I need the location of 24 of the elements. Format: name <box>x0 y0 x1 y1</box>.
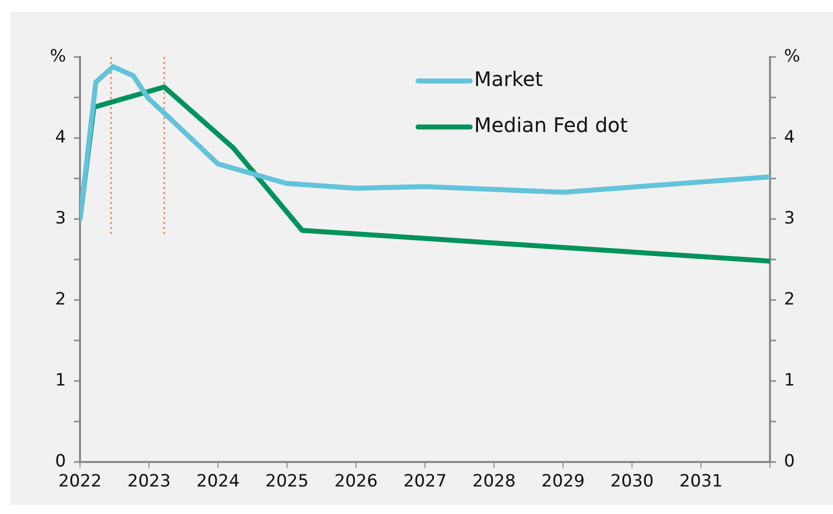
x-tick-label: 2025 <box>265 472 309 492</box>
y2-tick-label: 2 <box>784 289 795 310</box>
x-tick-label: 2023 <box>127 472 171 492</box>
y2-tick-label: 3 <box>784 208 795 228</box>
x-tick-label: 2028 <box>472 472 516 492</box>
x-tick-label: 2022 <box>58 472 102 492</box>
x-tick-label: 2027 <box>403 472 447 492</box>
y2-tick-label: % <box>784 46 800 66</box>
y-tick-label: 1 <box>55 370 66 390</box>
y-tick-label: % <box>50 46 66 66</box>
y2-tick-label: 1 <box>784 370 795 390</box>
x-tick-label: 2026 <box>334 472 378 492</box>
y-tick-label: 0 <box>55 451 66 472</box>
x-tick-label: 2031 <box>679 472 723 492</box>
y2-tick-label: 0 <box>784 451 795 472</box>
legend-label: Median Fed dot <box>474 113 628 138</box>
x-tick-label: 2030 <box>610 472 654 492</box>
y-tick-label: 2 <box>55 289 66 310</box>
y-tick-label: 4 <box>55 127 66 148</box>
legend-label: Market <box>474 67 544 92</box>
y-tick-label: 3 <box>55 208 66 228</box>
y2-tick-label: 4 <box>784 127 795 148</box>
x-tick-label: 2029 <box>541 472 585 492</box>
x-tick-label: 2024 <box>196 472 240 492</box>
